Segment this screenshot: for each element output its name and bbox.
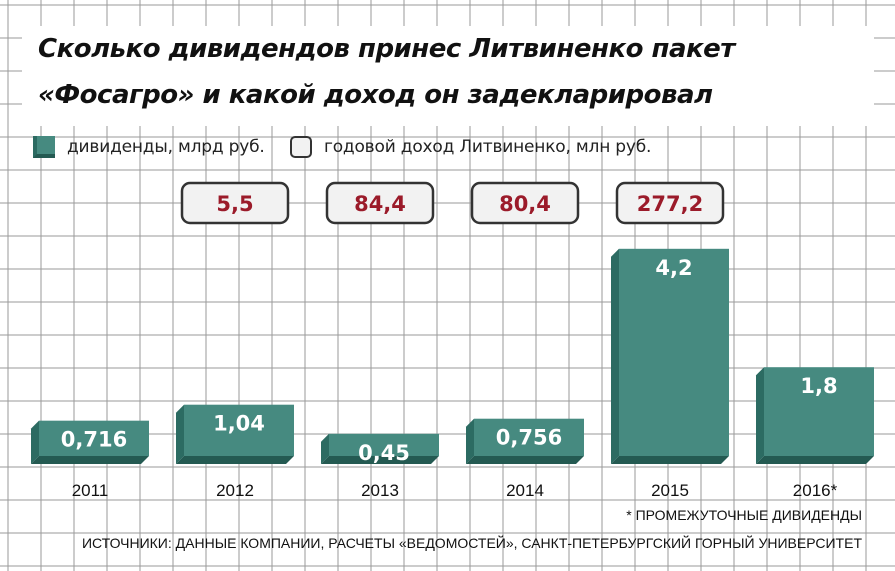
x-tick-label: 2016* xyxy=(793,481,838,500)
dividend-value-label: 4,2 xyxy=(655,256,692,280)
dividend-bar xyxy=(329,433,439,456)
dividend-bar-bottom xyxy=(321,456,439,464)
legend-swatch-dividends xyxy=(33,136,55,158)
legend-label-income: годовой доход Литвиненко, млн руб. xyxy=(324,137,652,157)
income-box xyxy=(325,181,435,225)
income-value-label: 277,2 xyxy=(637,192,703,216)
dividend-bar-bottom xyxy=(176,456,294,464)
footnote-sources: ИСТОЧНИКИ: ДАННЫЕ КОМПАНИИ, РАСЧЕТЫ «ВЕД… xyxy=(81,535,862,551)
footnote-interim-dividends: * ПРОМЕЖУТОЧНЫЕ ДИВИДЕНДЫ xyxy=(626,507,862,523)
income-value-label: 80,4 xyxy=(499,192,551,216)
x-tick-label: 2011 xyxy=(72,481,109,500)
income-value-label: 84,4 xyxy=(354,192,406,216)
chart-title-line-1: Сколько дивидендов принес Литвиненко пак… xyxy=(38,34,735,64)
dividend-bar xyxy=(184,404,294,456)
dividend-bar-side xyxy=(611,248,619,464)
dividend-value-label: 1,8 xyxy=(800,374,837,398)
dividend-bar xyxy=(39,420,149,456)
legend-label-dividends: дивиденды, млрд руб. xyxy=(67,137,265,157)
income-box xyxy=(470,181,580,225)
dividend-bar-side xyxy=(31,420,39,464)
dividend-value-label: 0,756 xyxy=(496,426,562,450)
dividend-bar-bottom xyxy=(466,456,584,464)
chart-title-line-2: «Фосагро» и какой доход он задекларирова… xyxy=(38,80,713,110)
dividend-value-label: 1,04 xyxy=(213,412,265,436)
dividend-bar-side xyxy=(321,433,329,464)
dividend-bar-side xyxy=(466,418,474,464)
title-box: Сколько дивидендов принес Литвиненко пак… xyxy=(22,26,874,126)
income-box xyxy=(180,181,290,225)
x-tick-label: 2015 xyxy=(651,481,689,500)
dividend-bar xyxy=(619,248,729,456)
dividend-value-label: 0,45 xyxy=(358,441,410,465)
dividend-bar xyxy=(474,418,584,456)
x-tick-label: 2012 xyxy=(216,481,254,500)
x-tick-label: 2014 xyxy=(506,481,544,500)
income-box xyxy=(615,181,725,225)
dividend-bar-bottom xyxy=(756,456,874,464)
dividend-bar-side xyxy=(176,404,184,464)
dividend-bar-side xyxy=(756,367,764,464)
dividend-bar-bottom xyxy=(31,456,149,464)
dividend-bar xyxy=(764,367,874,456)
legend-swatch-income xyxy=(290,136,312,158)
dividend-value-label: 0,716 xyxy=(61,428,127,452)
income-value-label: 5,5 xyxy=(216,192,253,216)
dividend-bar-bottom xyxy=(611,456,729,464)
x-tick-label: 2013 xyxy=(361,481,399,500)
